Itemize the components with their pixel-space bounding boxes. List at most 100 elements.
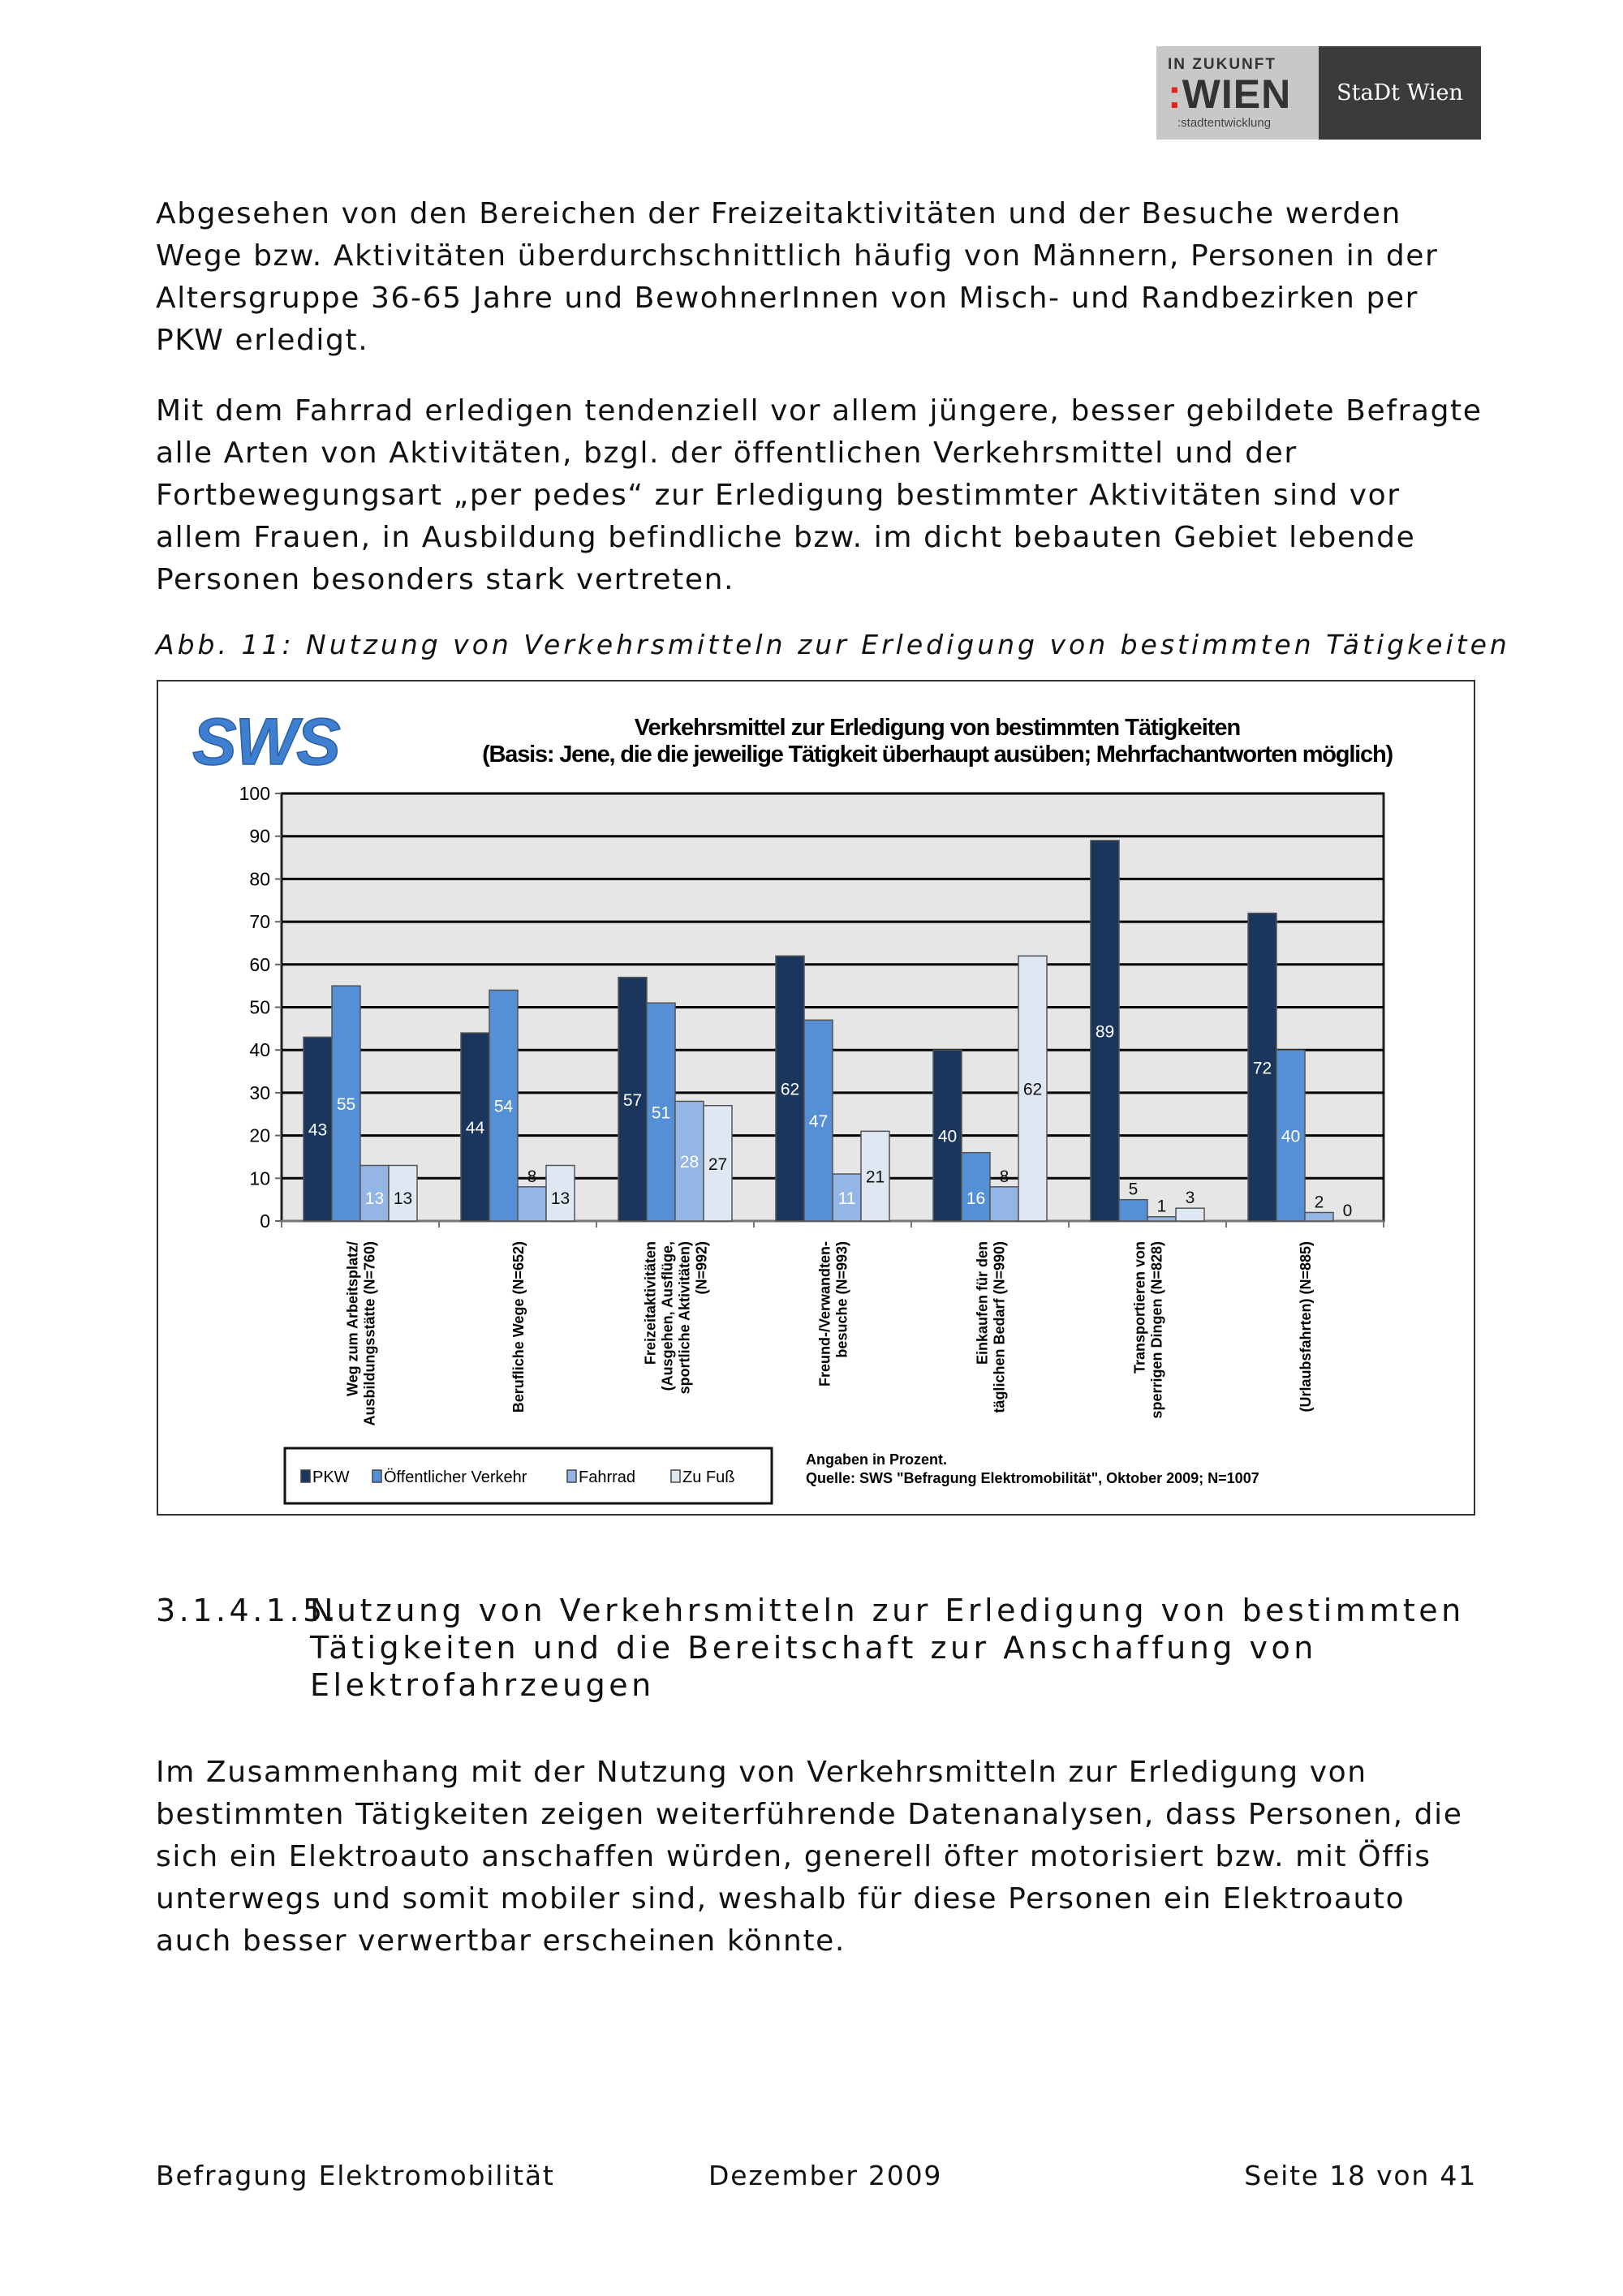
data-label: 13 [394, 1189, 412, 1208]
category-label: Weg zum Arbeitsplatz/ [345, 1241, 361, 1396]
bar-zu-fu- [860, 1130, 890, 1222]
bar-zu-fu- [545, 1164, 575, 1222]
bar-zu-fu- [1018, 955, 1048, 1222]
stadt-wien-logo: IN ZUKUNFT :WIEN :stadtentwicklung StaDt… [1156, 46, 1481, 140]
data-label: 89 [1096, 1022, 1114, 1041]
data-label: 28 [680, 1153, 699, 1172]
data-label: 3 [1186, 1189, 1195, 1207]
legend-box [283, 1447, 773, 1505]
category-label: (Ausgehen, Ausflüge, [660, 1241, 676, 1391]
bar--ffentlicher-verkehr [803, 1019, 833, 1222]
data-label: 8 [1000, 1167, 1010, 1186]
bar-fahrrad [989, 1186, 1019, 1222]
data-label: 43 [308, 1121, 327, 1140]
figure-caption: Abb. 11: Nutzung von Verkehrsmitteln zur… [156, 629, 1510, 660]
category-label: Berufliche Wege (N=652) [510, 1241, 527, 1412]
bar--ffentlicher-verkehr [1118, 1198, 1148, 1222]
chart-frame: SWS Verkehrsmittel zur Erledigung von bes… [157, 680, 1475, 1516]
data-label: 62 [781, 1081, 799, 1099]
bar--ffentlicher-verkehr [331, 985, 361, 1222]
data-label: 47 [809, 1112, 828, 1131]
y-tick-label: 10 [249, 1167, 270, 1189]
bar-chart: SWS Verkehrsmittel zur Erledigung von bes… [192, 704, 1394, 1505]
bar-fahrrad [1147, 1215, 1177, 1222]
category-label: sportliche Aktivitäten) [677, 1241, 693, 1394]
data-label: 57 [623, 1091, 642, 1110]
bar-pkw [1247, 912, 1277, 1222]
data-label: 5 [1129, 1180, 1139, 1199]
bar-fahrrad [517, 1186, 547, 1222]
legend-swatch [300, 1469, 311, 1483]
chart-title: Verkehrsmittel zur Erledigung von bestim… [635, 715, 1241, 741]
data-label: 13 [551, 1189, 570, 1208]
data-label: 1 [1157, 1197, 1167, 1216]
stadt-wien-wordmark: StaDt Wien [1319, 46, 1481, 140]
bar-fahrrad [674, 1100, 704, 1222]
legend-swatch [372, 1469, 382, 1483]
data-label: 0 [1343, 1202, 1353, 1220]
legend-label: Fahrrad [579, 1468, 635, 1486]
footer-date: Dezember 2009 [708, 2160, 943, 2191]
bar--ffentlicher-verkehr [961, 1151, 991, 1222]
zukunft-wien-logo: IN ZUKUNFT :WIEN :stadtentwicklung [1156, 46, 1319, 140]
chart-subtitle: (Basis: Jene, die die jeweilige Tätigkei… [482, 742, 1393, 767]
bar-pkw [932, 1049, 962, 1222]
y-tick-label: 0 [260, 1210, 270, 1232]
data-label: 8 [527, 1167, 537, 1186]
y-tick-label: 20 [249, 1125, 270, 1146]
category-label: Einkaufen für den [975, 1241, 991, 1365]
y-tick-label: 50 [249, 997, 270, 1018]
legend-label: PKW [312, 1468, 350, 1486]
data-label: 62 [1023, 1081, 1042, 1099]
section-heading: 3.1.4.1.5.Nutzung von Verkehrsmitteln zu… [156, 1593, 1465, 1703]
data-label: 40 [938, 1128, 957, 1146]
data-label: 72 [1253, 1059, 1272, 1077]
category-label: Transportieren von [1132, 1241, 1148, 1374]
data-label: 11 [838, 1189, 856, 1208]
category-label: (Urlaubsfahrten) (N=885) [1298, 1241, 1314, 1412]
category-label: sperrigen Dingen (N=828) [1149, 1241, 1165, 1419]
footer-page: Seite 18 von 41 [1244, 2160, 1477, 2191]
paragraph-1: Abgesehen von den Bereichen der Freizeit… [156, 197, 1439, 357]
category-label: Ausbildungsstätte (N=760) [362, 1241, 378, 1426]
bar-pkw [1090, 840, 1120, 1222]
legend-label: Öffentlicher Verkehr [384, 1468, 527, 1486]
data-label: 55 [337, 1095, 355, 1114]
paragraph-2: Mit dem Fahrrad erledigen tendenziell vo… [156, 394, 1483, 596]
y-tick-label: 60 [249, 954, 270, 975]
data-label: 16 [966, 1189, 985, 1208]
bar--ffentlicher-verkehr [489, 989, 519, 1222]
data-label: 51 [652, 1104, 670, 1123]
legend-swatch [670, 1469, 681, 1483]
y-tick-label: 90 [249, 826, 270, 847]
bar-fahrrad [1304, 1211, 1334, 1222]
closing-paragraph: Im Zusammenhang mit der Nutzung von Verk… [156, 1756, 1463, 1958]
data-label: 13 [365, 1189, 384, 1208]
legend-label: Zu Fuß [682, 1468, 734, 1486]
y-tick-label: 100 [239, 783, 270, 804]
bar-pkw [775, 955, 805, 1222]
data-label: 40 [1281, 1128, 1300, 1146]
chart-note: Angaben in Prozent. [806, 1451, 947, 1468]
data-label: 54 [494, 1098, 514, 1116]
section-number: 3.1.4.1.5. [156, 1593, 340, 1628]
category-label: Freund-/Verwandten- [817, 1241, 833, 1387]
data-label: 2 [1315, 1193, 1324, 1211]
legend-swatch [566, 1469, 577, 1483]
category-label: besuche (N=993) [834, 1241, 850, 1358]
data-label: 27 [708, 1155, 727, 1174]
bar-pkw [618, 976, 648, 1222]
bar-zu-fu- [388, 1164, 418, 1222]
footer-title: Befragung Elektromobilität [156, 2160, 555, 2191]
y-tick-label: 30 [249, 1082, 270, 1103]
data-label: 44 [466, 1119, 485, 1137]
sws-logo: SWS [192, 705, 340, 779]
y-tick-label: 80 [249, 868, 270, 889]
category-label: (N=992) [694, 1241, 710, 1295]
bar-pkw [460, 1032, 490, 1222]
bar-zu-fu- [1175, 1207, 1205, 1222]
y-tick-label: 70 [249, 911, 270, 932]
bar-zu-fu- [703, 1104, 733, 1222]
category-label: Freizeitaktivitäten [643, 1241, 659, 1365]
category-label: täglichen Bedarf (N=990) [992, 1241, 1008, 1413]
